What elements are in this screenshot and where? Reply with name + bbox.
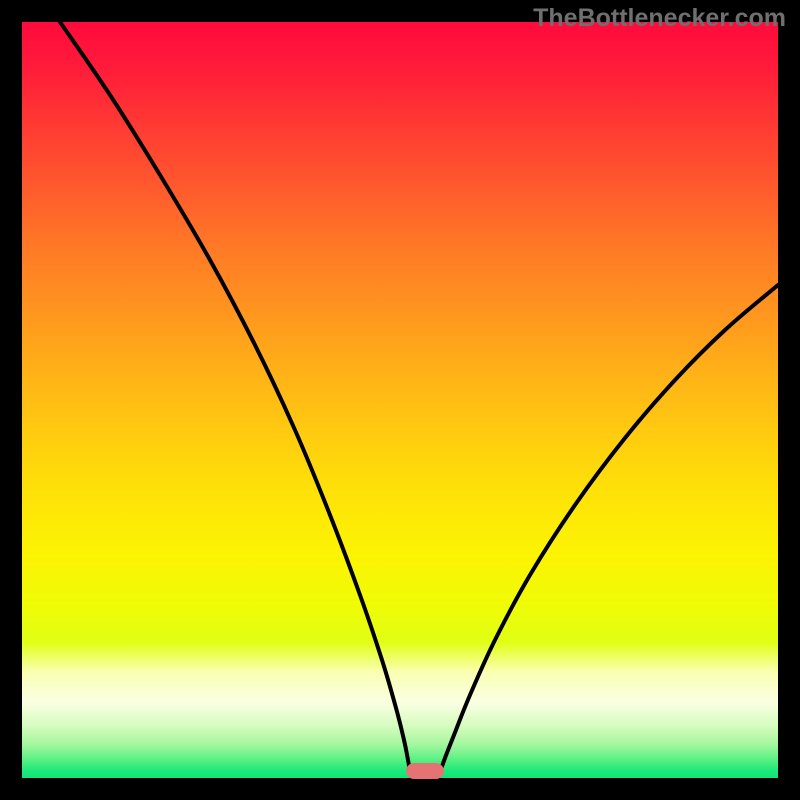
curve-layer bbox=[0, 0, 800, 800]
optimal-marker bbox=[406, 763, 444, 779]
bottleneck-curve-right bbox=[440, 285, 778, 772]
watermark: TheBottlenecker.com bbox=[533, 4, 786, 33]
chart-container: TheBottlenecker.com bbox=[0, 0, 800, 800]
bottleneck-curve-left bbox=[60, 22, 410, 772]
